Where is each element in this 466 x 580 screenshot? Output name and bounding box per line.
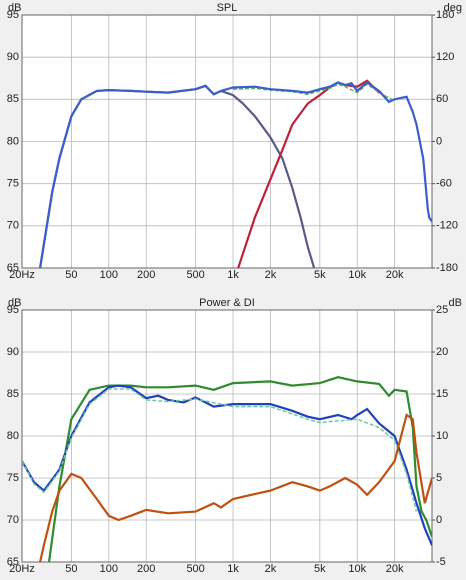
y2-tick-label: 10 (436, 430, 448, 442)
y-tick-label: 65 (7, 556, 19, 568)
x-tick-label: 5k (314, 563, 326, 575)
y2-tick-label: 20 (436, 346, 448, 358)
y-tick-label: 85 (7, 388, 19, 400)
y-tick-label: 80 (7, 135, 19, 147)
y-axis-label: dB (8, 297, 21, 309)
y-tick-label: 95 (7, 9, 19, 21)
x-tick-label: 20k (386, 563, 404, 575)
x-tick-label: 1k (227, 563, 239, 575)
y2-tick-label: -120 (436, 220, 458, 232)
y2-tick-label: -5 (436, 556, 446, 568)
series-line (39, 413, 432, 562)
y-axis-label: dB (8, 2, 21, 14)
y2-tick-label: -180 (436, 262, 458, 274)
x-tick-label: 20Hz (9, 269, 35, 281)
y-tick-label: 80 (7, 430, 19, 442)
y-tick-label: 85 (7, 93, 19, 105)
y-tick-label: 90 (7, 51, 19, 63)
x-tick-label: 100 (100, 269, 118, 281)
x-tick-label: 500 (186, 563, 204, 575)
y-tick-label: 95 (7, 304, 19, 316)
y-tick-label: 75 (7, 472, 19, 484)
x-tick-label: 20k (386, 269, 404, 281)
x-tick-label: 200 (137, 563, 155, 575)
y2-tick-label: 25 (436, 304, 448, 316)
chart-title: SPL (217, 2, 238, 14)
series-line (237, 79, 380, 268)
plot-border (21, 14, 433, 269)
x-tick-label: 200 (137, 269, 155, 281)
y2-axis-label: dB (449, 297, 462, 309)
x-tick-label: 50 (65, 563, 77, 575)
x-tick-label: 500 (186, 269, 204, 281)
x-tick-label: 2k (265, 563, 277, 575)
y2-tick-label: -60 (436, 178, 452, 190)
y2-tick-label: 120 (436, 51, 454, 63)
y-tick-label: 65 (7, 262, 19, 274)
chart-title: Power & DI (199, 297, 255, 309)
y2-tick-label: 180 (436, 9, 454, 21)
x-tick-label: 5k (314, 269, 326, 281)
x-tick-label: 1k (227, 269, 239, 281)
y2-tick-label: 60 (436, 93, 448, 105)
x-tick-label: 10k (348, 269, 366, 281)
x-tick-label: 20Hz (9, 563, 35, 575)
plot-border (21, 309, 433, 563)
y2-tick-label: 0 (436, 514, 442, 526)
x-tick-label: 50 (65, 269, 77, 281)
x-tick-label: 2k (265, 269, 277, 281)
y2-tick-label: 15 (436, 388, 448, 400)
x-tick-label: 10k (348, 563, 366, 575)
y2-tick-label: 0 (436, 135, 442, 147)
y-tick-label: 70 (7, 220, 19, 232)
y-tick-label: 75 (7, 178, 19, 190)
y2-tick-label: 5 (436, 472, 442, 484)
series-line (22, 388, 418, 512)
y-tick-label: 70 (7, 514, 19, 526)
x-tick-label: 100 (100, 563, 118, 575)
y2-axis-label: deg (444, 2, 462, 14)
series-line (39, 81, 432, 268)
y-tick-label: 90 (7, 346, 19, 358)
